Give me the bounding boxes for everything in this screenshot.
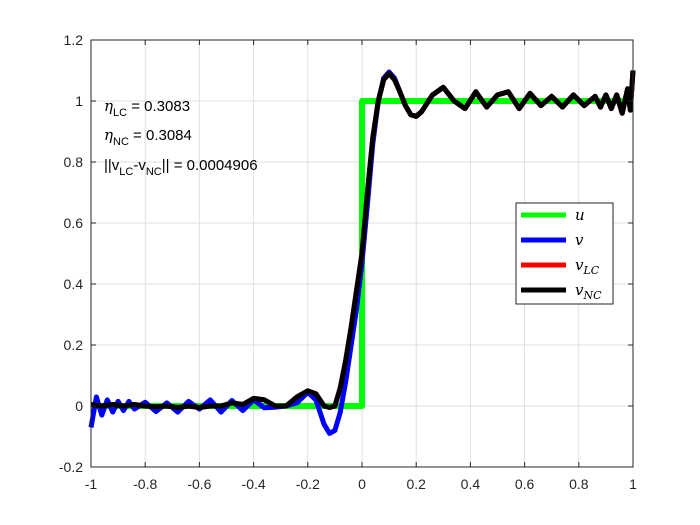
y-tick-label: -0.2	[59, 459, 83, 475]
annotation-eta-lc: ηLC = 0.3083	[104, 97, 190, 119]
x-tick-label: -0.4	[242, 476, 266, 492]
x-tick-label: 0.6	[515, 476, 535, 492]
ticks	[90, 39, 634, 468]
y-tick-label: 0	[75, 398, 83, 414]
x-tick-label: -0.6	[187, 476, 211, 492]
legend-box	[515, 202, 614, 305]
series-line-v-nc	[90, 70, 636, 410]
legend-items: uv vLC vNC	[521, 206, 602, 302]
y-tick-label: 1.2	[64, 32, 84, 48]
x-tick-label: 0.4	[461, 476, 481, 492]
y-tick-label: 0.6	[64, 215, 84, 231]
legend-label-v-lc: vLC	[575, 256, 600, 277]
annotation-norm-diff: ||vLC-vNC|| = 0.0004906	[104, 157, 258, 178]
y-tick-label: 0.8	[64, 154, 84, 170]
y-tick-label: 0.4	[64, 276, 84, 292]
x-tick-label: 1	[629, 476, 637, 492]
y-tick-label: 0.2	[64, 337, 84, 353]
tick-labels: -1 -0.8 -0.6 -0.4 -0.2 0 0.2 0.4 0.6 0.8 1 -0.2 0 0.2…	[59, 32, 637, 492]
series-layer	[88, 69, 636, 436]
legend-label-u: u	[575, 206, 585, 224]
annotation-eta-nc: ηNC = 0.3084	[104, 126, 192, 148]
x-tick-label: -0.8	[133, 476, 157, 492]
legend-label-v: v	[575, 231, 584, 249]
x-tick-label: 0	[358, 476, 366, 492]
y-tick-label: 1	[75, 93, 83, 109]
x-tick-label: -1	[85, 476, 98, 492]
annotations: ηLC = 0.3083 ηNC = 0.3084 ||vLC-vNC|| = …	[104, 97, 258, 178]
x-tick-label: -0.2	[296, 476, 320, 492]
x-tick-label: 0.2	[406, 476, 426, 492]
legend: uv vLC vNC	[515, 202, 614, 305]
x-tick-label: 0.8	[569, 476, 589, 492]
legend-label-v-nc: vNC	[575, 281, 602, 302]
